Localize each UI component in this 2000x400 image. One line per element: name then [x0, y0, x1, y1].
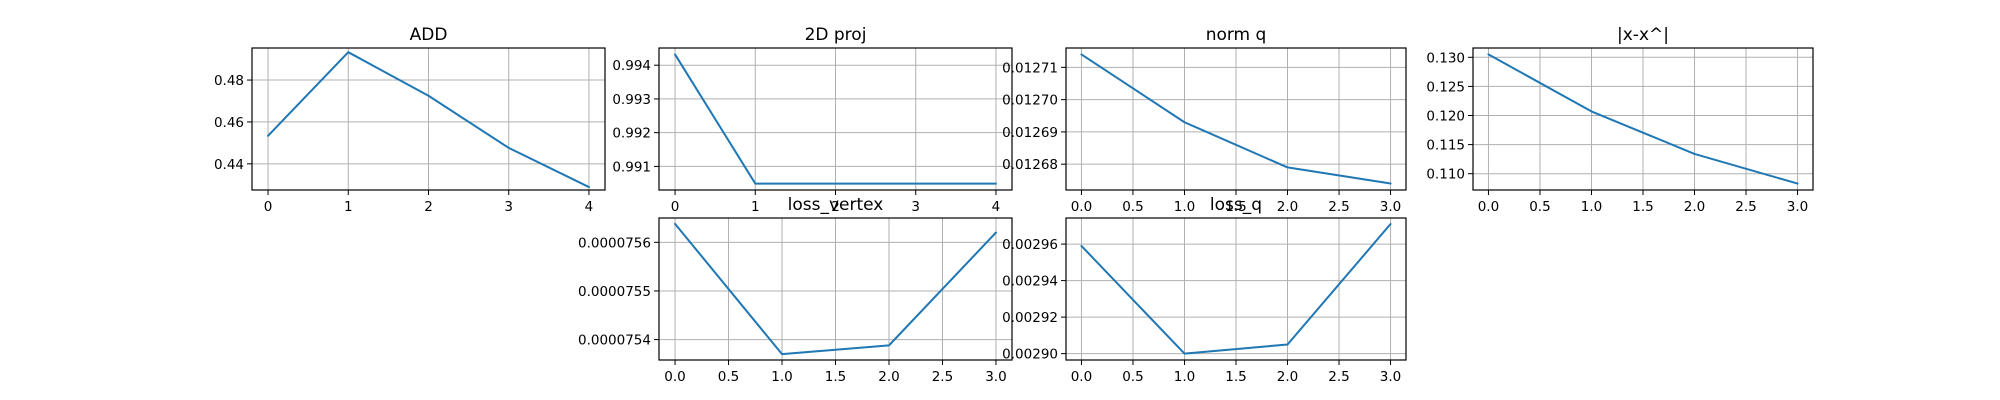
x-tick-label: 1.5 — [1632, 199, 1653, 215]
y-tick-label: 0.48 — [214, 73, 244, 89]
x-tick-label: 0.5 — [1529, 199, 1550, 215]
x-tick-label: 4 — [585, 199, 594, 215]
y-tick-label: 0.130 — [1426, 50, 1465, 66]
x-tick-label: 2.5 — [1328, 369, 1349, 385]
chart-panel-4: 0.0 0.5 1.0 1.5 2.0 2.5 3.0 0.0000754 0.0000755 0… — [578, 195, 1013, 385]
y-tick-label: 0.00296 — [1002, 237, 1058, 253]
series-line-0 — [1080, 223, 1392, 355]
chart-panel-3: 0.0 0.5 1.0 1.5 2.0 2.5 3.0 0.110 0.115 0.120 0.12… — [1426, 25, 1814, 215]
y-tick-label: 0.993 — [612, 92, 651, 108]
x-tick-label: 0.0 — [1071, 369, 1092, 385]
x-tick-label: 2.0 — [1277, 369, 1298, 385]
chart-title: loss_vertex — [788, 195, 884, 215]
x-tick-label: 3.0 — [1380, 369, 1401, 385]
y-tick-label: 0.991 — [612, 159, 651, 175]
y-tick-label: 0.01268 — [1002, 157, 1058, 173]
y-tick-label: 0.00294 — [1002, 274, 1058, 290]
x-tick-label: 0.5 — [1122, 199, 1143, 215]
x-tick-label: 3 — [911, 199, 920, 215]
series-line-0 — [674, 222, 997, 356]
x-tick-label: 2.0 — [1277, 199, 1298, 215]
x-tick-label: 2 — [831, 199, 840, 215]
x-tick-label: 0 — [264, 199, 273, 215]
x-tick-label: 0.5 — [1122, 369, 1143, 385]
x-tick-label: 1.0 — [1581, 199, 1602, 215]
series-line-0 — [1080, 53, 1392, 185]
x-tick-label: 4 — [992, 199, 1001, 215]
x-tick-label: 2.5 — [1328, 199, 1349, 215]
x-tick-label: 3.0 — [985, 369, 1006, 385]
x-tick-label: 1.0 — [1174, 369, 1195, 385]
x-tick-label: 3.0 — [1787, 199, 1808, 215]
chart-panel-2: 0.0 0.5 1.0 1.5 2.0 2.5 3.0 0.01268 0.01269 0.012… — [1002, 25, 1407, 215]
x-tick-label: 2.5 — [932, 369, 953, 385]
chart-title: ADD — [410, 25, 448, 45]
x-tick-label: 1.0 — [771, 369, 792, 385]
x-tick-label: 3 — [504, 199, 513, 215]
x-tick-label: 1.5 — [1225, 199, 1246, 215]
y-tick-label: 0.01271 — [1002, 60, 1058, 76]
y-tick-label: 0.0000755 — [578, 284, 651, 300]
y-tick-label: 0.994 — [612, 58, 651, 74]
chart-title: 2D proj — [805, 25, 867, 45]
y-tick-label: 0.00292 — [1002, 310, 1058, 326]
chart-title: loss_q — [1210, 195, 1262, 215]
x-tick-label: 0.5 — [718, 369, 739, 385]
series-line-0 — [1487, 53, 1799, 185]
y-tick-label: 0.01269 — [1002, 125, 1058, 141]
y-tick-label: 0.01270 — [1002, 93, 1058, 109]
chart-panel-1: 0 1 2 3 4 0.991 0.992 0.993 0.994 2D proj — [612, 25, 1013, 215]
chart-title: norm q — [1206, 25, 1267, 45]
chart-panel-0: 0 1 2 3 4 0.44 0.46 0.48 ADD — [214, 25, 606, 215]
x-tick-label: 1.5 — [825, 369, 846, 385]
x-tick-label: 1.5 — [1225, 369, 1246, 385]
x-tick-label: 0.0 — [1071, 199, 1092, 215]
y-tick-label: 0.0000754 — [578, 333, 651, 349]
x-tick-label: 0 — [671, 199, 680, 215]
series-line-0 — [267, 51, 590, 189]
x-tick-label: 2.0 — [1684, 199, 1705, 215]
x-tick-label: 1 — [344, 199, 353, 215]
x-tick-label: 2.0 — [878, 369, 899, 385]
y-tick-label: 0.110 — [1426, 167, 1465, 183]
y-tick-label: 0.992 — [612, 126, 651, 142]
y-tick-label: 0.115 — [1426, 138, 1465, 154]
series-line-0 — [674, 53, 997, 185]
y-tick-label: 0.0000756 — [578, 235, 651, 251]
x-tick-label: 0.0 — [1478, 199, 1499, 215]
x-tick-label: 2 — [424, 199, 433, 215]
x-tick-label: 1.0 — [1174, 199, 1195, 215]
x-tick-label: 0.0 — [664, 369, 685, 385]
x-tick-label: 3.0 — [1380, 199, 1401, 215]
y-tick-label: 0.44 — [214, 157, 244, 173]
y-tick-label: 0.00290 — [1002, 347, 1058, 363]
y-tick-label: 0.120 — [1426, 109, 1465, 125]
chart-title: |x-x^| — [1617, 25, 1669, 45]
x-tick-label: 1 — [751, 199, 760, 215]
y-tick-label: 0.46 — [214, 115, 244, 131]
x-tick-label: 2.5 — [1735, 199, 1756, 215]
chart-panel-5: 0.0 0.5 1.0 1.5 2.0 2.5 3.0 0.00290 0.00292 0.002… — [1002, 195, 1407, 385]
y-tick-label: 0.125 — [1426, 79, 1465, 95]
